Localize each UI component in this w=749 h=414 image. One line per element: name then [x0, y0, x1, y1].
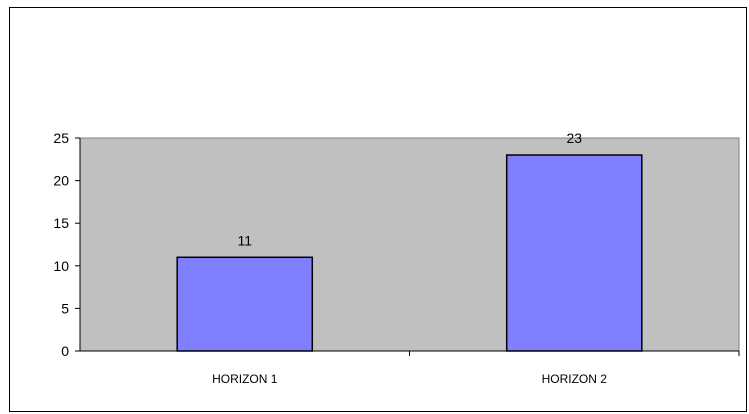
x-axis-ticks — [409, 351, 740, 356]
bar — [505, 154, 643, 352]
data-label: 23 — [566, 130, 582, 146]
y-axis-ticks: 0 5 10 15 20 25 — [53, 130, 80, 359]
y-tick-label: 0 — [61, 343, 69, 359]
y-tick-label: 10 — [53, 258, 69, 274]
category-label: HORIZON 1 — [212, 372, 278, 386]
data-labels: 11 23 — [237, 130, 582, 248]
category-label: HORIZON 2 — [542, 372, 608, 386]
y-tick-label: 20 — [53, 173, 69, 189]
bars — [176, 154, 643, 352]
y-tick-label: 15 — [53, 215, 69, 231]
data-label: 11 — [237, 232, 252, 248]
bar — [176, 256, 314, 352]
x-axis-labels: HORIZON 1 HORIZON 2 — [212, 372, 607, 386]
y-tick-label: 25 — [53, 130, 69, 146]
y-tick-label: 5 — [61, 300, 69, 316]
